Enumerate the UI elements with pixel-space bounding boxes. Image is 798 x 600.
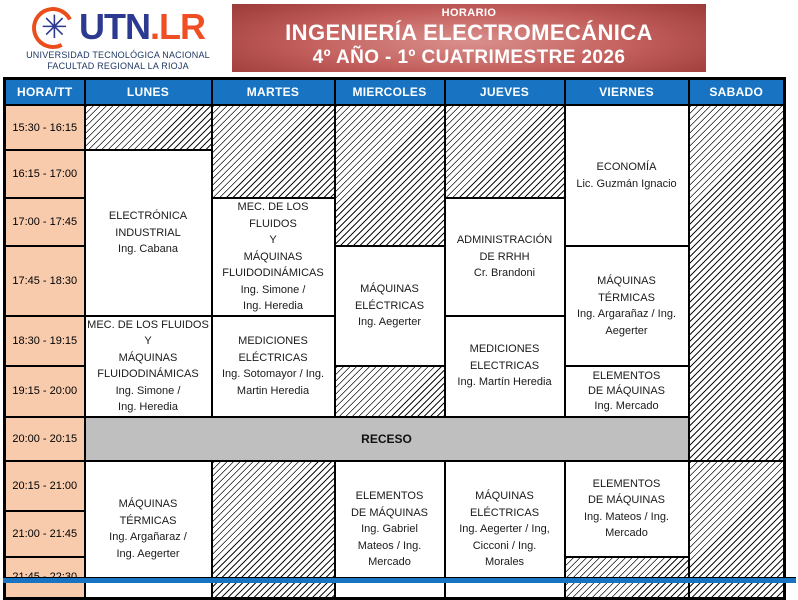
hatch-cell-martes-bottom: [210, 459, 336, 600]
subject-label: MEDICIONES ELECTRICAS: [469, 343, 540, 372]
cell-jueves-mediciones-electricas: MEDICIONES ELECTRICAS Ing. Martín Heredi…: [443, 314, 566, 418]
subject-label: ELECTRÓNICA INDUSTRIAL: [108, 210, 188, 239]
teacher-label: Ing. Mercado: [594, 399, 659, 412]
blue-asterisk-icon: ✳: [41, 8, 68, 46]
next-section-header-strip: [3, 577, 796, 583]
time-cell: 19:15 - 20:00: [3, 365, 86, 418]
subject-label: ELEMENTOS DE MÁQUINAS: [587, 369, 665, 397]
cell-martes-mediciones-electricas: MEDICIONES ELÉCTRICAS Ing. Sotomayor / I…: [210, 314, 336, 418]
time-cell: 18:30 - 19:15: [3, 314, 86, 367]
brand-utn: UTN: [79, 6, 151, 47]
teacher-label: Ing. Argarañaz / Ing. Aegerter: [576, 308, 677, 337]
time-cell: 17:00 - 17:45: [3, 197, 86, 247]
col-header-sabado: SABADO: [687, 77, 786, 106]
hatch-cell-miercoles-2: [333, 365, 446, 418]
brand-text: UTN.LR: [79, 5, 206, 49]
subject-label: ECONOMÍA: [596, 161, 657, 173]
time-cell: 16:15 - 17:00: [3, 149, 86, 199]
schedule-table: HORA/TT LUNES MARTES MIERCOLES JUEVES VI…: [3, 77, 786, 600]
receso-cell: RECESO: [83, 415, 690, 462]
col-header-hora: HORA/TT: [3, 77, 86, 106]
teacher-label: Cr. Brandoni: [473, 267, 536, 279]
time-cell: 17:45 - 18:30: [3, 245, 86, 317]
row-1530: 15:30 - 16:15 ECONOMÍA Lic. Guzmán Ignac…: [3, 104, 786, 462]
subject-label: MÁQUINAS ELÉCTRICAS: [469, 490, 540, 519]
subject-label: MEC. DE LOS FLUIDOS Y MÁQUINAS FLUIDODIN…: [222, 201, 324, 279]
teacher-label: Ing. Cabana: [118, 243, 178, 255]
header-row: HORA/TT LUNES MARTES MIERCOLES JUEVES VI…: [3, 77, 786, 106]
subject-label: MÁQUINAS TÉRMICAS: [597, 275, 656, 304]
university-name: UNIVERSIDAD TECNOLÓGICA NACIONAL: [26, 50, 210, 60]
subject-label: MEC. DE LOS FLUIDOS Y MÁQUINAS FLUIDODIN…: [87, 318, 209, 381]
teacher-label: Ing. Mateos / Ing. Mercado: [584, 510, 669, 540]
time-cell: 21:00 - 21:45: [3, 509, 86, 558]
page-header: ✳ UTN.LR UNIVERSIDAD TECNOLÓGICA NACIONA…: [0, 0, 798, 76]
teacher-label: Ing. Aegerter: [358, 316, 421, 329]
cell-lunes-electronica-industrial: ELECTRÓNICA INDUSTRIAL Ing. Cabana: [83, 149, 213, 317]
cell-lunes-maquinas-termicas: MÁQUINAS TÉRMICAS Ing. Argañaraz / Ing. …: [83, 459, 213, 600]
subject-label: ELEMENTOS DE MÁQUINAS: [350, 490, 428, 519]
subject-label: MÁQUINAS TÉRMICAS: [118, 498, 178, 527]
row-1700: 17:00 - 17:45 MEC. DE LOS FLUIDOS Y MÁQU…: [3, 197, 785, 317]
subject-label: MEDICIONES ELÉCTRICAS: [238, 335, 308, 364]
utn-logo: ✳ UTN.LR UNIVERSIDAD TECNOLÓGICA NACIONA…: [6, 1, 230, 74]
time-cell: 15:30 - 16:15: [3, 104, 86, 151]
page-subtitle: 4º AÑO - 1º CUATRIMESTRE 2026: [312, 47, 626, 68]
subject-label: ELEMENTOS DE MÁQUINAS: [587, 477, 665, 507]
hatch-cell-sabado-top: [687, 104, 786, 462]
col-header-martes: MARTES: [210, 77, 336, 106]
row-1915: 19:15 - 20:00 ELEMENTOS DE MÁQUINAS Ing.…: [3, 365, 785, 418]
teacher-label: Lic. Guzmán Ignacio: [576, 177, 677, 190]
cell-viernes-maquinas-termicas: MÁQUINAS TÉRMICAS Ing. Argarañaz / Ing. …: [563, 245, 690, 367]
teacher-label: Ing. Aegerter / Ing, Cicconi / Ing. Mora…: [459, 523, 550, 568]
brand-lr: .LR: [150, 6, 206, 47]
cell-viernes-elementos-maquinas-1: ELEMENTOS DE MÁQUINAS Ing. Mercado: [563, 365, 690, 418]
teacher-label: Ing. Gabriel Mateos / Ing. Mercado: [357, 523, 422, 568]
banner-kicker: HORARIO: [441, 7, 497, 19]
col-header-miercoles: MIERCOLES: [333, 77, 446, 106]
faculty-name: FACULTAD REGIONAL LA RIOJA: [47, 61, 189, 71]
row-1745: 17:45 - 18:30 MÁQUINAS ELÉCTRICAS Ing. A…: [3, 245, 785, 367]
time-cell: 20:15 - 21:00: [3, 459, 86, 512]
hatch-cell-jueves-1: [443, 104, 566, 199]
col-header-viernes: VIERNES: [563, 77, 690, 106]
teacher-label: Ing. Sotomayor / Ing. Martin Heredia: [221, 368, 325, 397]
teacher-label: Ing. Simone / Ing. Heredia: [115, 384, 181, 414]
row-1830: 18:30 - 19:15 MEC. DE LOS FLUIDOS Y MÁQU…: [3, 314, 785, 418]
teacher-label: Ing. Martín Heredia: [457, 376, 552, 389]
subject-label: MÁQUINAS ELÉCTRICAS: [354, 283, 425, 312]
cell-lunes-mec-fluidos: MEC. DE LOS FLUIDOS Y MÁQUINAS FLUIDODIN…: [83, 314, 213, 418]
hatch-cell-martes-1: [210, 104, 336, 199]
cell-viernes-economia: ECONOMÍA Lic. Guzmán Ignacio: [563, 104, 690, 247]
row-2015: 20:15 - 21:00 MÁQUINAS TÉRMICAS Ing. Arg…: [3, 459, 786, 600]
hatch-cell-miercoles-1: [333, 104, 446, 247]
teacher-label: Ing. Argañaraz / Ing. Aegerter: [109, 531, 187, 560]
page-title: INGENIERÍA ELECTROMECÁNICA: [285, 20, 653, 45]
cell-martes-mec-fluidos: MEC. DE LOS FLUIDOS Y MÁQUINAS FLUIDODIN…: [210, 197, 336, 317]
col-header-jueves: JUEVES: [443, 77, 566, 106]
title-banner: HORARIO INGENIERÍA ELECTROMECÁNICA 4º AÑ…: [232, 4, 706, 72]
cell-miercoles-maquinas-electricas: MÁQUINAS ELÉCTRICAS Ing. Aegerter: [333, 245, 446, 367]
subject-label: ADMINISTRACIÓN DE RRHH: [456, 234, 553, 263]
row-2100: 21:00 - 21:45: [3, 509, 785, 558]
time-cell: 20:00 - 20:15: [3, 415, 86, 462]
col-header-lunes: LUNES: [83, 77, 213, 106]
row-receso: 20:00 - 20:15 RECESO: [3, 415, 785, 462]
utn-gear-icon: ✳: [26, 1, 80, 55]
cell-jueves-maquinas-electricas: MÁQUINAS ELÉCTRICAS Ing. Aegerter / Ing,…: [443, 459, 566, 600]
cell-jueves-administracion-rrhh: ADMINISTRACIÓN DE RRHH Cr. Brandoni: [443, 197, 566, 317]
row-1615: 16:15 - 17:00 ELECTRÓNICA INDUSTRIAL Ing…: [3, 149, 785, 317]
teacher-label: Ing. Simone / Ing. Heredia: [240, 283, 306, 313]
hatch-cell-sabado-bottom: [687, 459, 786, 600]
cell-viernes-elementos-maquinas-2: ELEMENTOS DE MÁQUINAS Ing. Mateos / Ing.…: [563, 459, 690, 558]
hatch-cell-lunes-1: [83, 104, 213, 151]
cell-miercoles-elementos-maquinas: ELEMENTOS DE MÁQUINAS Ing. Gabriel Mateo…: [333, 459, 446, 600]
